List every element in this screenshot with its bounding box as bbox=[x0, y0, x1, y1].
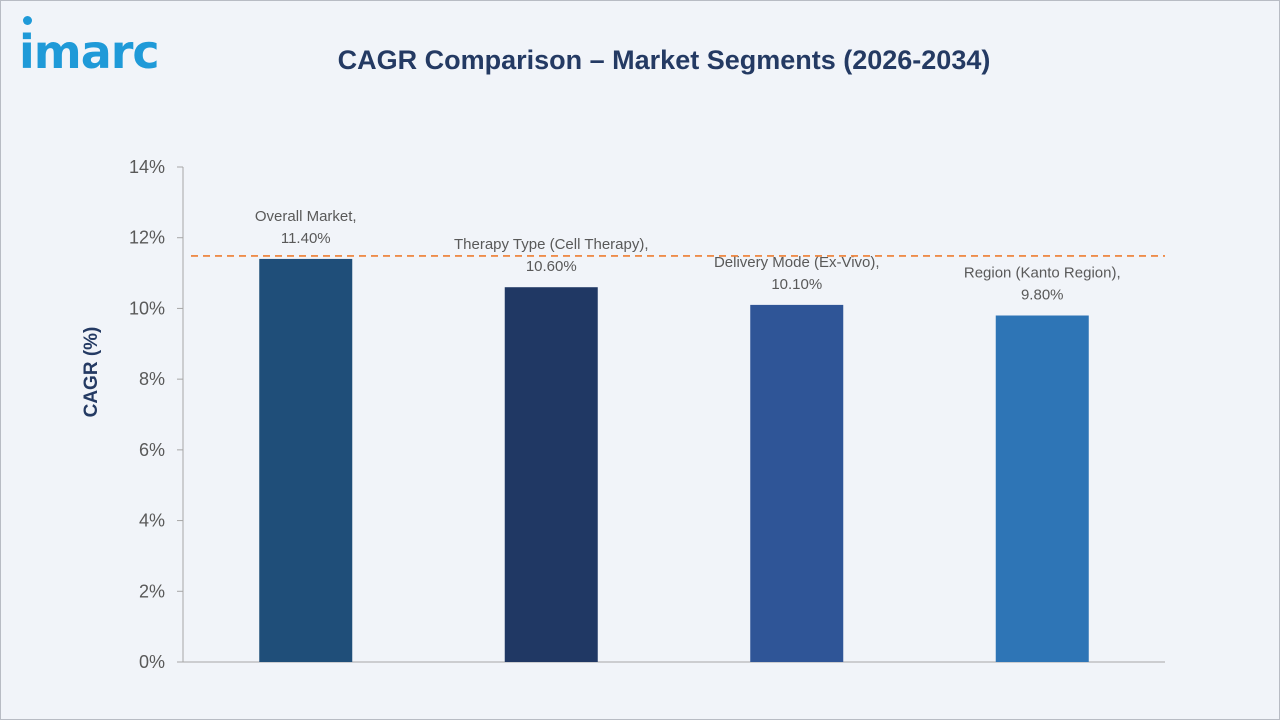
chart-title: CAGR Comparison – Market Segments (2026-… bbox=[337, 45, 991, 75]
data-labels-group: Overall Market, 11.40% Therapy Type (Cell … bbox=[255, 208, 1121, 304]
y-tick-label: 0% bbox=[139, 652, 165, 672]
y-axis-title: CAGR (%) bbox=[81, 327, 102, 418]
y-tick-label: 8% bbox=[139, 369, 165, 389]
imarc-logo: imarc bbox=[19, 25, 160, 79]
bar-1 bbox=[259, 258, 353, 662]
bars-group bbox=[259, 258, 1089, 662]
y-tick-label: 6% bbox=[139, 440, 165, 460]
data-label-1: Overall Market, 11.40% bbox=[255, 208, 357, 247]
data-label-4: Region (Kanto Region), 9.80% bbox=[964, 265, 1121, 304]
data-label-2: Therapy Type (Cell Therapy), 10.60% bbox=[454, 236, 649, 275]
y-axis: 0% 2% 4% 6% 8% 10% 12% 14% bbox=[129, 157, 1165, 672]
y-tick-label: 2% bbox=[139, 581, 165, 601]
y-tick-label: 12% bbox=[129, 228, 165, 248]
bar-3 bbox=[750, 304, 844, 662]
y-tick-label: 14% bbox=[129, 157, 165, 177]
data-label-3: Delivery Mode (Ex-Vivo), 10.10% bbox=[714, 254, 880, 293]
y-tick-label: 10% bbox=[129, 298, 165, 318]
logo-dot bbox=[23, 16, 32, 25]
y-tick-label: 4% bbox=[139, 511, 165, 531]
bar-4 bbox=[995, 315, 1089, 662]
bar-2 bbox=[504, 287, 598, 662]
